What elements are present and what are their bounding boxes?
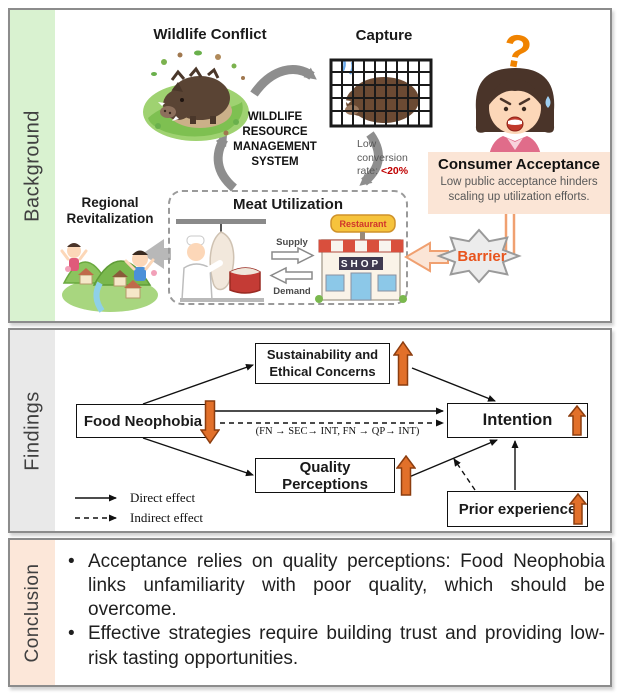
bullet-glyph: •: [68, 623, 75, 645]
prior-experience-increase-arrow: [569, 493, 587, 525]
barrier-star: [436, 228, 522, 284]
background-arrows-layer: [142, 65, 516, 269]
conclusion-bullet-2-text: Effective strategies require building tr…: [88, 623, 605, 669]
demand-label: Demand: [273, 286, 311, 297]
food-neophobia-box: Food Neophobia: [76, 404, 210, 438]
restaurant-sign-text: Restaurant: [339, 219, 386, 229]
quality-increase-arrow: [396, 455, 416, 496]
food-neophobia-decrease-arrow: [200, 400, 220, 444]
bullet-glyph: •: [68, 551, 75, 572]
worried-woman-icon: [475, 68, 555, 162]
consumer-acceptance-box: Consumer Acceptance Low public acceptanc…: [428, 152, 610, 214]
cycle-arrow-left: [213, 133, 238, 192]
cycle-title: WILDLIFE RESOURCE MANAGEMENT SYSTEM: [233, 111, 317, 168]
mediation-note: (FN → SEC→ INT, FN → QP→ INT): [255, 426, 420, 437]
conclusion-sidebar: Conclusion: [10, 540, 55, 685]
sustainability-box: Sustainability and Ethical Concerns: [255, 343, 390, 384]
legend-indirect-label: Indirect effect: [130, 510, 204, 525]
arrow-fn-sec: [142, 364, 254, 405]
shop-sign: SHOP: [339, 257, 383, 270]
intention-box: Intention: [447, 403, 588, 438]
barrier-label: Barrier: [457, 248, 507, 265]
arrow-sec-intention: [411, 367, 496, 402]
boar: [158, 66, 230, 124]
conclusion-label: Conclusion: [22, 563, 43, 662]
conclusion-bullet-1: • Acceptance relies on quality perceptio…: [65, 550, 605, 622]
wildlife-conflict-title: Wildlife Conflict: [153, 26, 267, 43]
conclusion-bullet-2: • Effective strategies require building …: [65, 622, 605, 670]
conclusion-panel: Conclusion • Acceptance relies on qualit…: [8, 538, 612, 687]
caged-boar-icon: [329, 58, 433, 128]
capture-title: Capture: [355, 27, 413, 44]
path-diagram-arrows: [75, 364, 519, 522]
findings-panel: Findings Food Neophobia: [8, 328, 612, 533]
conversion-value: <20%: [380, 165, 409, 178]
butcher-icon: [176, 219, 266, 302]
consumer-acceptance-title: Consumer Acceptance: [438, 156, 600, 173]
background-sidebar: Background: [10, 10, 55, 321]
regional-left-arrow: [142, 239, 171, 269]
cycle-arrow-right: [359, 131, 383, 186]
happy-people: [60, 243, 155, 281]
conclusion-bullet-1-text: Acceptance relies on quality perceptions…: [88, 551, 605, 621]
arrow-fn-qp: [142, 437, 254, 477]
flying-debris: [151, 50, 245, 80]
meat-utilization-title: Meat Utilization: [232, 196, 343, 213]
barrier-burst: [404, 228, 522, 284]
meat-utilization-box: Meat Utilization: [168, 190, 408, 305]
arrow-pe-moderation: [453, 458, 476, 491]
arrow-qp-intention: [408, 439, 498, 478]
restaurant-sign: Restaurant: [330, 214, 396, 240]
conclusion-bullets: • Acceptance relies on quality perceptio…: [65, 550, 605, 671]
meat-chunk: [229, 267, 261, 294]
awning: [318, 239, 404, 253]
legend-direct-label: Direct effect: [130, 490, 196, 505]
regional-revitalization-title: Regional Revitalization: [66, 195, 154, 227]
findings-sidebar: Findings: [10, 330, 55, 531]
intention-increase-arrow: [568, 405, 586, 436]
conversion-note: Low conversion rate: <20%: [357, 138, 437, 179]
quality-perceptions-box: Quality Perceptions: [255, 458, 395, 493]
butcher-person: [181, 235, 223, 301]
supply-demand-arrows: Supply Demand: [269, 237, 315, 297]
village-icon: [60, 243, 158, 313]
shop-icon: Restaurant SHOP: [315, 214, 407, 303]
supply-label: Supply: [276, 237, 308, 248]
shop-sign-text: SHOP: [341, 259, 381, 270]
houses: [78, 268, 142, 299]
cage-bars: [329, 58, 433, 128]
consumer-acceptance-body: Low public acceptance hinders scaling up…: [440, 176, 598, 203]
conversion-label: Low conversion rate:: [357, 138, 408, 178]
background-panel: Background: [8, 8, 612, 323]
prior-experience-box: Prior experience: [447, 491, 588, 527]
cycle-arrow-top: [250, 65, 317, 97]
sustainability-increase-arrow: [393, 341, 413, 386]
boar-field-icon: [143, 50, 249, 141]
